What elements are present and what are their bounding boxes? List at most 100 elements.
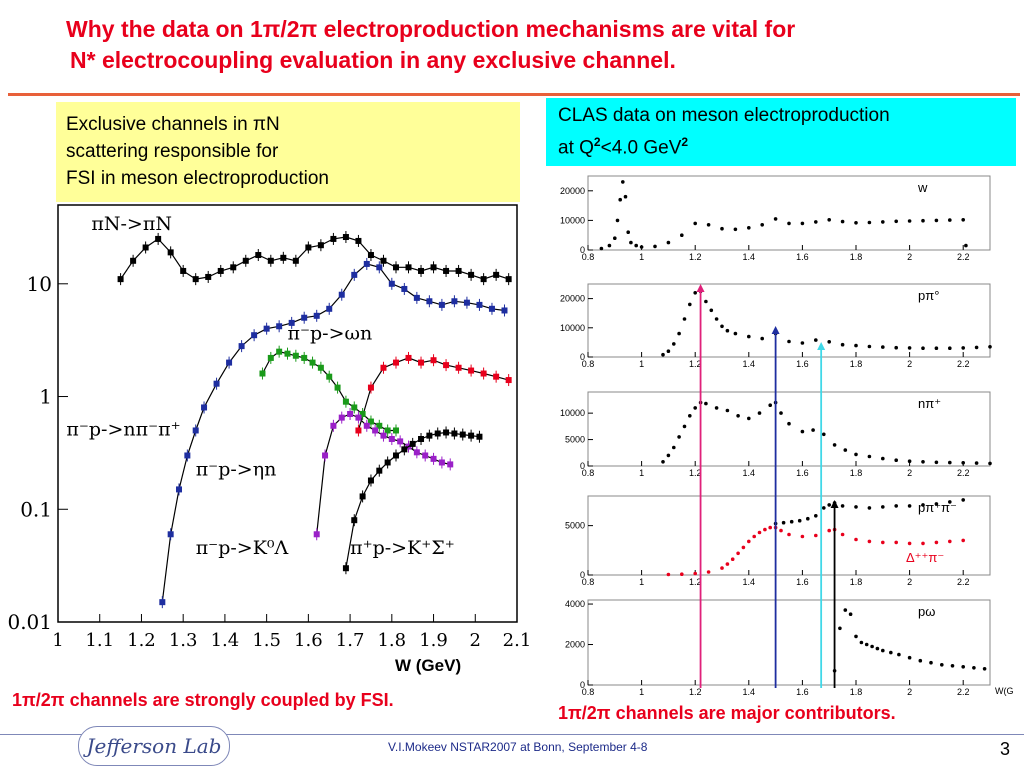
panel-x-tick-label: 2.2 [957,468,970,478]
panel-point [773,217,778,221]
x-tick-label: 2.1 [503,630,532,651]
panel-point [982,667,987,671]
panel-point [680,233,684,237]
panel-frame [587,283,991,358]
data-point [301,314,308,321]
panel-y-tick-label: 20000 [560,186,585,196]
panel-x-tick-label: 1.4 [743,468,756,478]
panel-point [961,665,965,669]
panel-y-tick-label: 0 [580,352,585,362]
data-point [238,343,245,350]
panel-point [623,194,628,199]
data-point [317,242,324,249]
y-tick-label: 0.1 [20,497,52,521]
panel-x-tick-label: 1.4 [743,252,756,262]
data-point [392,427,399,434]
panel-point [781,520,786,525]
data-point [392,264,399,271]
data-point [317,364,324,371]
data-point [488,305,495,312]
left-textbox-line-3: FSI in meson electroproduction [66,168,329,189]
data-point [242,257,249,264]
panel-point [725,562,730,566]
data-point [313,312,320,319]
panel-y-tick-label: 20000 [560,294,585,304]
panel-x-tick-label: 2.2 [957,577,970,587]
panel-point [827,218,831,222]
panel-point [940,663,944,667]
x-tick-label: 1.5 [252,630,281,651]
panel-point [848,612,853,616]
panel-point [921,218,925,223]
panel-point [757,530,762,535]
x-tick-label: 1 [52,630,63,651]
panel-point [787,421,791,426]
panel-x-tick-label: 0.8 [582,577,595,587]
panel-point [964,243,968,248]
panel-label: pω [918,604,935,619]
data-point [355,427,362,434]
panel-point [800,221,805,226]
marker-line-navy-arrow [771,326,780,334]
data-point [292,352,299,359]
data-point [376,422,383,429]
panel-point [859,640,864,645]
panel-point [800,534,805,539]
data-point [405,354,412,361]
panel-point [787,339,791,344]
x-tick-label: 1.9 [419,630,448,651]
panel-point [677,435,681,439]
panel-point [840,342,845,347]
panel-point [621,180,625,184]
data-point [384,459,391,466]
marker-line-cyan-arrow [817,342,826,350]
panel-y-tick-label: 10000 [560,408,585,418]
data-point [309,359,316,366]
panel-point [725,328,730,333]
panel-point [934,346,939,351]
series-label: π⁻p->ωn [288,323,373,345]
panel-point [881,345,885,349]
panel-point [950,664,955,668]
panel-x-tick-label: 1 [639,687,644,697]
main-chart-frame [57,204,518,623]
data-point [142,244,149,251]
panel-point [840,504,845,508]
panel-point [680,572,684,576]
data-point [184,452,191,459]
panel-y-tick-label: 4000 [565,599,585,609]
title-line-1: Why the data on 1π/2π electroproduction … [66,16,796,42]
panel-point [706,570,711,574]
data-point [342,565,349,572]
data-point [372,427,379,434]
panel-point [811,428,815,432]
panel-y-tick-label: 2000 [565,640,585,650]
data-point [205,273,212,280]
series-label: π⁺p->K⁺Σ⁺ [350,537,455,559]
panel-point [894,219,898,224]
panel-point [948,346,952,351]
panel-point [666,572,671,577]
panel-point [988,345,992,349]
left-textbox-line-1: Exclusive channels in πN [66,114,280,135]
panel-x-tick-label: 2.2 [957,252,970,262]
panel-point [838,626,842,631]
panel-point [907,346,912,350]
panel-point [867,344,872,349]
panel-point [797,518,802,523]
data-point [251,332,258,339]
panel-point [752,534,756,539]
data-point [480,276,487,283]
data-point [342,234,349,241]
panel-point [672,445,676,450]
panel-point [948,460,952,465]
data-point [480,370,487,377]
panel-point [988,461,992,466]
panel-label: w [917,180,928,195]
panel-point [677,331,681,336]
data-point [176,486,183,493]
panel-point [757,411,762,415]
data-point [430,357,437,364]
data-point [255,252,262,259]
